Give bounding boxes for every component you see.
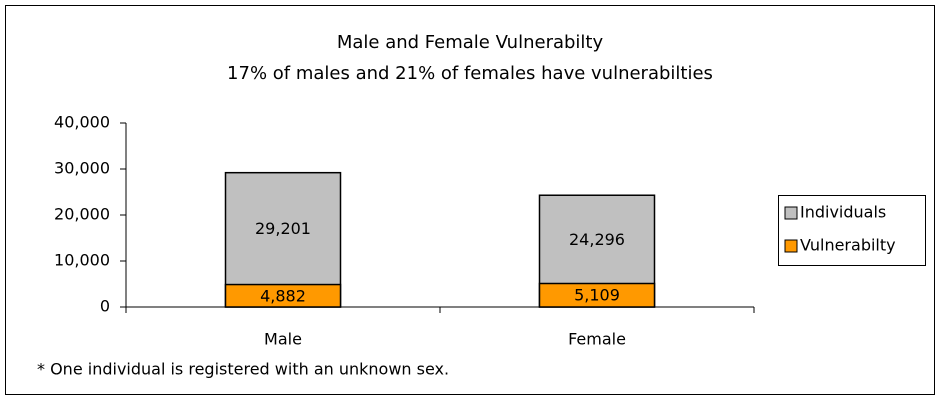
- y-tick-label: 40,000: [54, 113, 110, 132]
- x-tick-label: Male: [264, 330, 302, 349]
- data-label: 4,882: [260, 286, 306, 305]
- legend-swatch: [784, 239, 798, 253]
- y-tick-label: 30,000: [54, 159, 110, 178]
- bar: [224, 283, 342, 308]
- y-tick-label: 0: [100, 297, 110, 316]
- chart-title: Male and Female Vulnerabilty: [337, 32, 604, 53]
- y-tick-label: 10,000: [54, 251, 110, 270]
- chart-subtitle: 17% of males and 21% of females have vul…: [227, 63, 713, 84]
- legend-swatch: [784, 206, 798, 220]
- data-label: 24,296: [569, 230, 625, 249]
- data-label: 5,109: [574, 286, 620, 305]
- footnote: * One individual is registered with an u…: [37, 360, 449, 379]
- y-tick-label: 20,000: [54, 205, 110, 224]
- legend-label: Individuals: [800, 203, 886, 222]
- x-tick-label: Female: [568, 330, 626, 349]
- bar: [538, 282, 656, 308]
- data-label: 29,201: [255, 219, 311, 238]
- legend-label: Vulnerabilty: [800, 236, 896, 255]
- legend-box: [778, 195, 926, 266]
